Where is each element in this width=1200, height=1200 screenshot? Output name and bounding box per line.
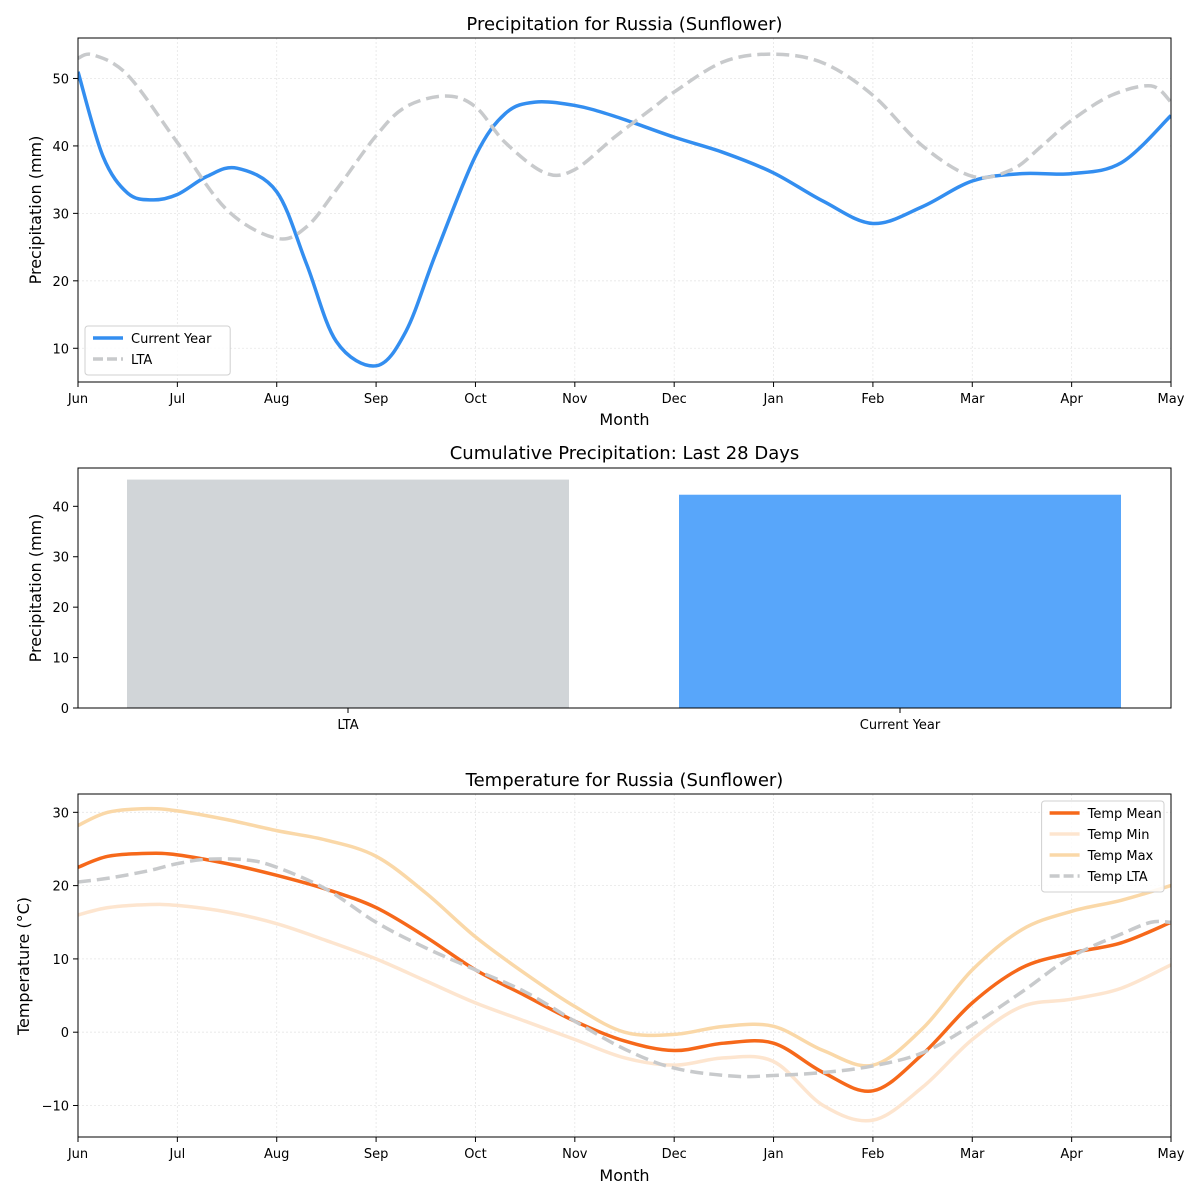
x-tick-label: Jun bbox=[67, 1147, 88, 1162]
x-tick-label: LTA bbox=[337, 718, 358, 733]
x-tick-label: Oct bbox=[464, 392, 486, 407]
chart-title: Cumulative Precipitation: Last 28 Days bbox=[450, 443, 800, 464]
chart-title: Temperature for Russia (Sunflower) bbox=[465, 770, 784, 791]
plot-frame bbox=[77, 37, 1172, 383]
x-tick-label: May bbox=[1158, 1147, 1185, 1162]
x-tick-label: Aug bbox=[264, 392, 289, 407]
x-tick-label: Jul bbox=[169, 392, 186, 407]
temperature-line-chart: Temperature for Russia (Sunflower) Month… bbox=[14, 770, 1185, 1185]
x-tick-label: Apr bbox=[1060, 392, 1083, 407]
y-axis-label: Precipitation (mm) bbox=[26, 136, 45, 285]
legend-label: Temp Max bbox=[1087, 849, 1154, 864]
legend: Current Year LTA bbox=[84, 325, 231, 376]
x-tick-label: Nov bbox=[562, 1147, 588, 1162]
legend-box bbox=[1041, 800, 1165, 893]
chart-title: Precipitation for Russia (Sunflower) bbox=[466, 14, 782, 35]
series-line-temp-lta bbox=[78, 857, 1171, 1079]
x-axis-label: Month bbox=[599, 1166, 649, 1185]
legend-label: Temp Min bbox=[1087, 828, 1150, 843]
x-tick-label: Sep bbox=[364, 1147, 389, 1162]
x-tick-label: Jul bbox=[169, 1147, 186, 1162]
series-line-lta bbox=[78, 52, 1171, 241]
plot-frame bbox=[77, 793, 1172, 1138]
x-tick-label: Oct bbox=[464, 1147, 486, 1162]
y-axis-label: Temperature (°C) bbox=[14, 897, 33, 1036]
y-tick-label: 10 bbox=[52, 953, 69, 968]
series-line-temp-min bbox=[78, 902, 1171, 1123]
y-tick-label: 30 bbox=[52, 806, 69, 821]
x-axis-label: Month bbox=[599, 410, 649, 429]
x-tick-label: Apr bbox=[1060, 1147, 1083, 1162]
series-line-temp-max bbox=[78, 806, 1171, 1068]
legend-label: Temp Mean bbox=[1087, 807, 1162, 822]
legend: Temp Mean Temp Min Temp Max Temp LTA bbox=[1041, 800, 1165, 893]
x-tick-label: Nov bbox=[562, 392, 588, 407]
x-tick-label: May bbox=[1158, 392, 1185, 407]
bar-lta bbox=[127, 479, 569, 708]
series-line-temp-mean bbox=[78, 851, 1171, 1093]
y-tick-label: 40 bbox=[52, 140, 69, 155]
x-tick-label: Mar bbox=[960, 392, 985, 407]
x-tick-label: Current Year bbox=[860, 718, 941, 733]
y-tick-label: 10 bbox=[52, 342, 69, 357]
y-tick-label: 20 bbox=[52, 880, 69, 895]
bar-current-year bbox=[679, 494, 1121, 708]
cumulative-bar-chart: Cumulative Precipitation: Last 28 Days P… bbox=[26, 443, 1172, 733]
y-tick-label: 40 bbox=[52, 500, 69, 515]
y-axis-label: Precipitation (mm) bbox=[26, 514, 45, 663]
y-tick-label: 10 bbox=[52, 652, 69, 667]
y-tick-label: 30 bbox=[52, 551, 69, 566]
legend-label: Temp LTA bbox=[1087, 870, 1148, 885]
x-tick-label: Feb bbox=[861, 392, 884, 407]
y-tick-label: 30 bbox=[52, 207, 69, 222]
y-tick-label: −10 bbox=[42, 1099, 69, 1114]
x-tick-label: Jan bbox=[763, 1147, 784, 1162]
y-tick-label: 20 bbox=[52, 601, 69, 616]
y-tick-label: 0 bbox=[61, 702, 69, 717]
x-tick-label: Feb bbox=[861, 1147, 884, 1162]
x-tick-label: Sep bbox=[364, 392, 389, 407]
y-tick-label: 50 bbox=[52, 72, 69, 87]
x-tick-label: Mar bbox=[960, 1147, 985, 1162]
x-tick-label: Jan bbox=[763, 392, 784, 407]
y-tick-label: 0 bbox=[61, 1026, 69, 1041]
x-tick-label: Aug bbox=[264, 1147, 289, 1162]
plot-frame bbox=[77, 467, 1172, 709]
x-tick-label: Dec bbox=[662, 392, 687, 407]
y-tick-label: 20 bbox=[52, 275, 69, 290]
x-tick-label: Dec bbox=[662, 1147, 687, 1162]
legend-label: Current Year bbox=[131, 332, 212, 347]
series-line-current-year bbox=[78, 71, 1171, 368]
x-tick-label: Jun bbox=[67, 392, 88, 407]
precipitation-line-chart: Precipitation for Russia (Sunflower) Mon… bbox=[26, 14, 1185, 429]
legend-label: LTA bbox=[131, 353, 152, 368]
